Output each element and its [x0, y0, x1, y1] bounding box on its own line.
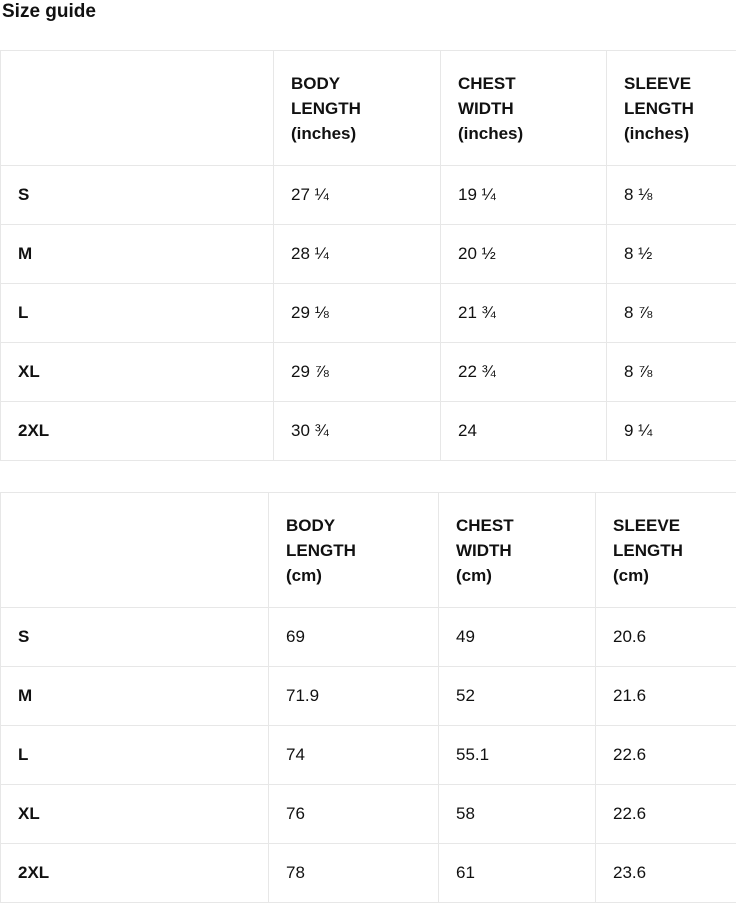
column-header-line: LENGTH — [624, 96, 736, 121]
body-length-cell: 76 — [269, 785, 439, 844]
chest-width-cell: 24 — [441, 402, 607, 461]
size-label: M — [1, 667, 269, 726]
table-row: XL 76 58 22.6 — [1, 785, 736, 844]
header-row: BODY LENGTH (cm) CHEST WIDTH (cm) SLEEVE… — [1, 493, 736, 608]
body-length-cell: 27 ¼ — [274, 166, 441, 225]
size-label: XL — [1, 343, 274, 402]
chest-width-cell: 55.1 — [439, 726, 596, 785]
column-header-line: (inches) — [624, 121, 736, 146]
chest-width-cell: 52 — [439, 667, 596, 726]
column-header-line: CHEST — [458, 71, 606, 96]
body-length-cell: 29 ⅛ — [274, 284, 441, 343]
chest-width-cell: 58 — [439, 785, 596, 844]
corner-cell — [1, 51, 274, 166]
sleeve-length-cell: 8 ⅛ — [607, 166, 736, 225]
column-header-line: BODY — [286, 513, 438, 538]
body-length-cell: 30 ¾ — [274, 402, 441, 461]
body-length-cell: 74 — [269, 726, 439, 785]
body-length-cell: 78 — [269, 844, 439, 903]
sleeve-length-cell: 8 ⅞ — [607, 284, 736, 343]
table-row: L 74 55.1 22.6 — [1, 726, 736, 785]
column-header-body-length-cm: BODY LENGTH (cm) — [269, 493, 439, 608]
chest-width-cell: 20 ½ — [441, 225, 607, 284]
body-length-cell: 69 — [269, 608, 439, 667]
column-header-line: CHEST — [456, 513, 595, 538]
chest-width-cell: 21 ¾ — [441, 284, 607, 343]
column-header-line: SLEEVE — [613, 513, 736, 538]
size-label: 2XL — [1, 844, 269, 903]
column-header-line: (cm) — [613, 563, 736, 588]
column-header-body-length-inches: BODY LENGTH (inches) — [274, 51, 441, 166]
column-header-line: WIDTH — [456, 538, 595, 563]
table-row: L 29 ⅛ 21 ¾ 8 ⅞ — [1, 284, 736, 343]
column-header-sleeve-length-cm: SLEEVE LENGTH (cm) — [596, 493, 736, 608]
table-row: 2XL 78 61 23.6 — [1, 844, 736, 903]
size-label: S — [1, 166, 274, 225]
table-row: S 27 ¼ 19 ¼ 8 ⅛ — [1, 166, 736, 225]
column-header-line: WIDTH — [458, 96, 606, 121]
chest-width-cell: 49 — [439, 608, 596, 667]
column-header-line: (cm) — [286, 563, 438, 588]
sleeve-length-cell: 23.6 — [596, 844, 736, 903]
sleeve-length-cell: 8 ½ — [607, 225, 736, 284]
size-label: M — [1, 225, 274, 284]
column-header-line: LENGTH — [291, 96, 440, 121]
column-header-sleeve-length-inches: SLEEVE LENGTH (inches) — [607, 51, 736, 166]
table-row: M 71.9 52 21.6 — [1, 667, 736, 726]
sleeve-length-cell: 21.6 — [596, 667, 736, 726]
sleeve-length-cell: 20.6 — [596, 608, 736, 667]
size-table-cm: BODY LENGTH (cm) CHEST WIDTH (cm) SLEEVE… — [0, 492, 736, 903]
sleeve-length-cell: 8 ⅞ — [607, 343, 736, 402]
size-label: L — [1, 284, 274, 343]
body-length-cell: 28 ¼ — [274, 225, 441, 284]
column-header-line: LENGTH — [286, 538, 438, 563]
column-header-chest-width-cm: CHEST WIDTH (cm) — [439, 493, 596, 608]
table-row: S 69 49 20.6 — [1, 608, 736, 667]
chest-width-cell: 19 ¼ — [441, 166, 607, 225]
sleeve-length-cell: 22.6 — [596, 785, 736, 844]
sleeve-length-cell: 9 ¼ — [607, 402, 736, 461]
column-header-line: SLEEVE — [624, 71, 736, 96]
column-header-line: (cm) — [456, 563, 595, 588]
size-table-inches: BODY LENGTH (inches) CHEST WIDTH (inches… — [0, 50, 736, 461]
column-header-line: BODY — [291, 71, 440, 96]
page-title: Size guide — [2, 1, 736, 22]
column-header-line: LENGTH — [613, 538, 736, 563]
header-row: BODY LENGTH (inches) CHEST WIDTH (inches… — [1, 51, 736, 166]
body-length-cell: 71.9 — [269, 667, 439, 726]
chest-width-cell: 22 ¾ — [441, 343, 607, 402]
column-header-chest-width-inches: CHEST WIDTH (inches) — [441, 51, 607, 166]
size-label: S — [1, 608, 269, 667]
sleeve-length-cell: 22.6 — [596, 726, 736, 785]
table-row: M 28 ¼ 20 ½ 8 ½ — [1, 225, 736, 284]
table-row: XL 29 ⅞ 22 ¾ 8 ⅞ — [1, 343, 736, 402]
size-label: 2XL — [1, 402, 274, 461]
chest-width-cell: 61 — [439, 844, 596, 903]
table-row: 2XL 30 ¾ 24 9 ¼ — [1, 402, 736, 461]
size-label: L — [1, 726, 269, 785]
body-length-cell: 29 ⅞ — [274, 343, 441, 402]
column-header-line: (inches) — [458, 121, 606, 146]
column-header-line: (inches) — [291, 121, 440, 146]
size-label: XL — [1, 785, 269, 844]
corner-cell — [1, 493, 269, 608]
